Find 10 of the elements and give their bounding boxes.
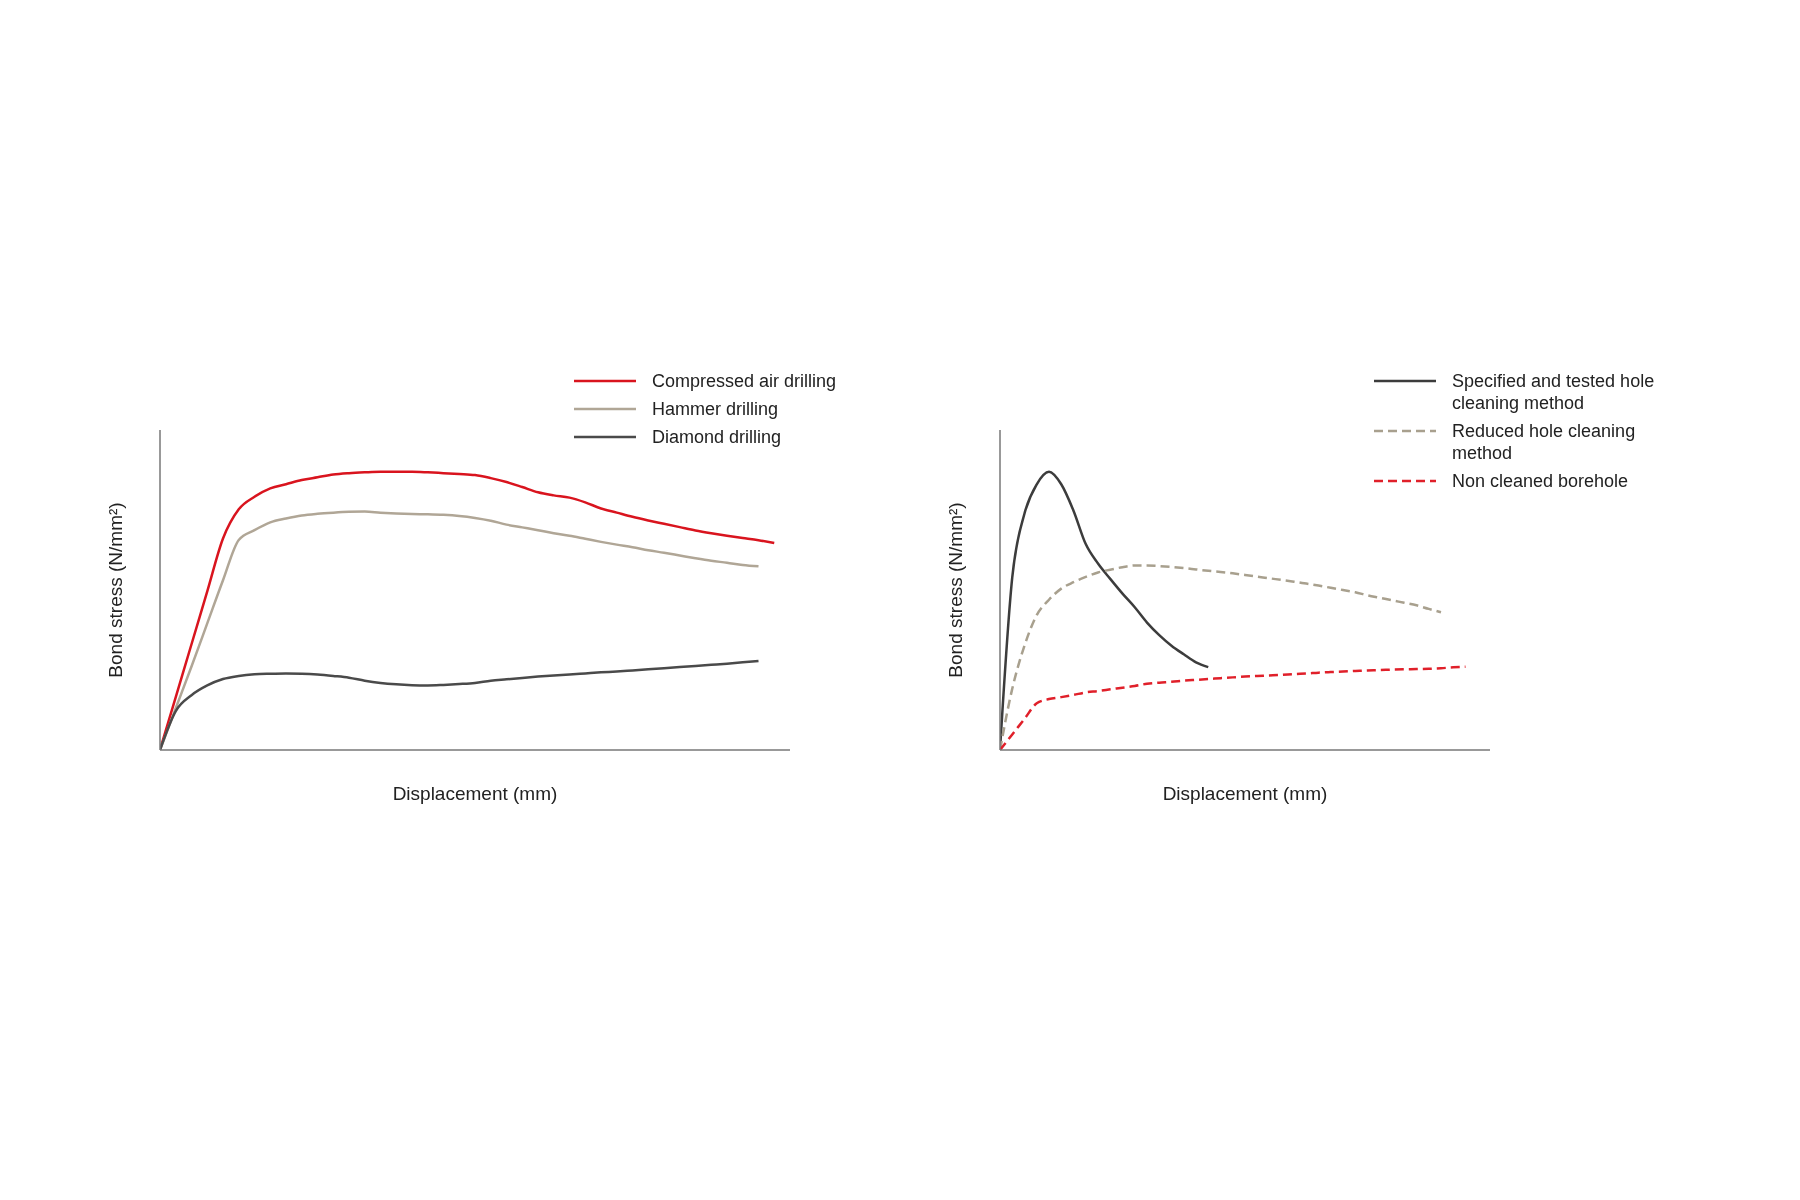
legend-label: Compressed air drilling <box>652 370 837 392</box>
legend-label: Specified and tested hole cleaning method <box>1452 370 1656 414</box>
legend-label: Hammer drilling <box>652 398 779 420</box>
x-axis-title: Displacement (mm) <box>1162 783 1328 804</box>
legend-label: Diamond drilling <box>652 426 782 448</box>
legend-label: Reduced hole cleaning method <box>1452 420 1637 464</box>
legend-label: Non cleaned borehole <box>1452 470 1629 492</box>
y-axis-title: Bond stress (N/mm²) <box>104 502 126 678</box>
x-axis-title: Displacement (mm) <box>392 783 558 804</box>
y-axis-title: Bond stress (N/mm²) <box>944 502 966 678</box>
